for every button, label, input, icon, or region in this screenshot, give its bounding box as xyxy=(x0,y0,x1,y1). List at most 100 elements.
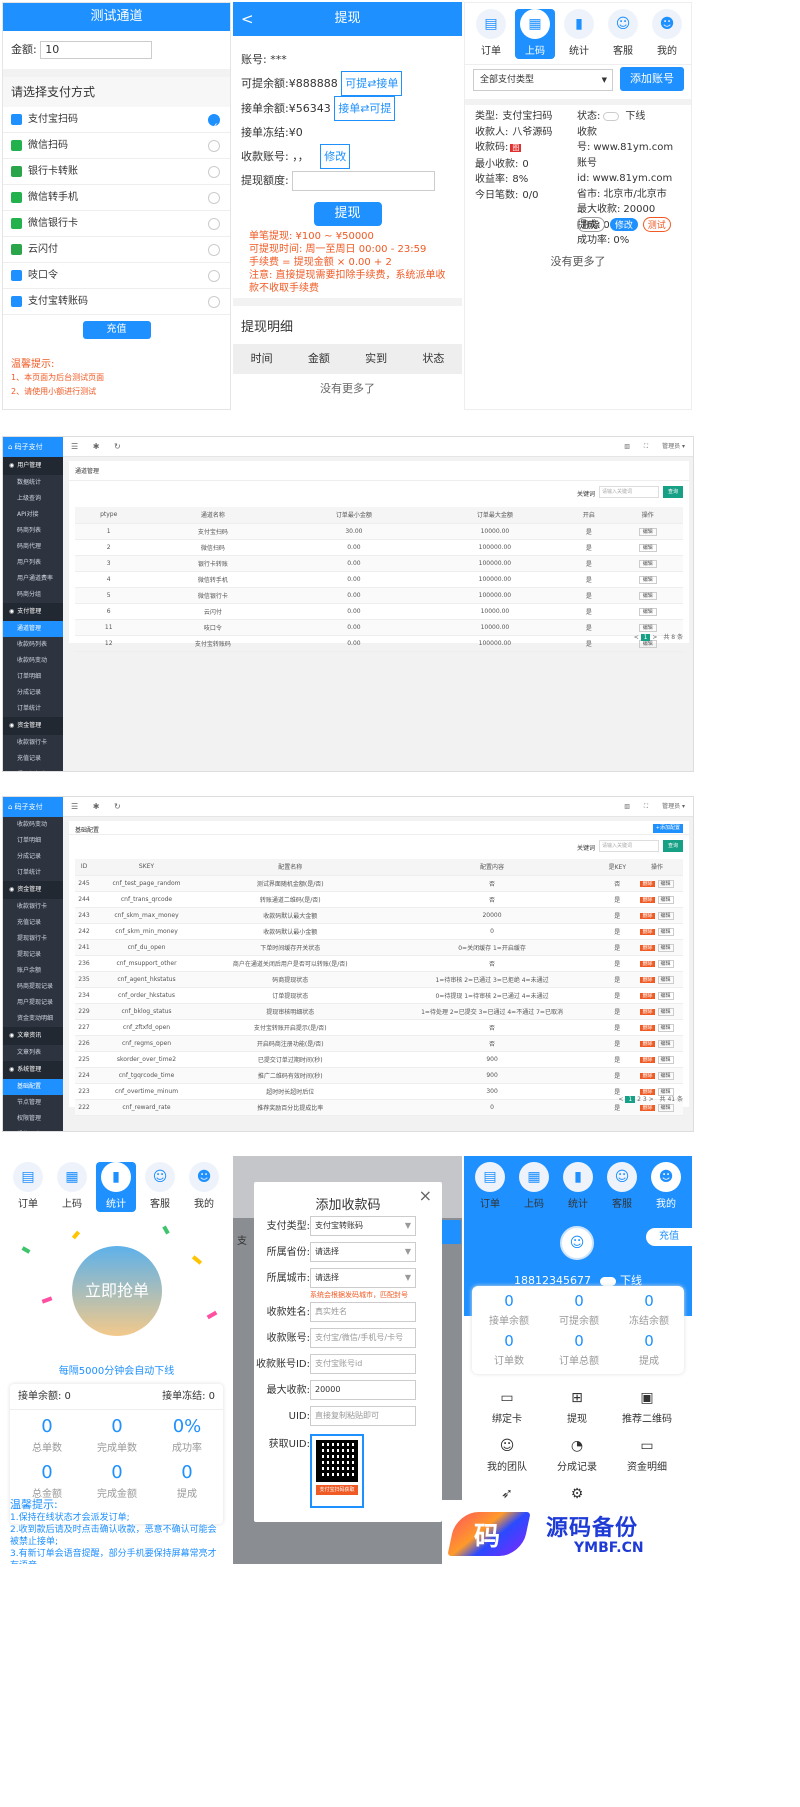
edit-button[interactable]: 修改 xyxy=(609,218,638,231)
payment-method-radio[interactable] xyxy=(208,192,220,204)
delete-button[interactable]: 删除 xyxy=(640,976,655,983)
menu-item[interactable]: ➶ xyxy=(474,1486,540,1506)
back-icon[interactable]: < xyxy=(241,10,254,28)
sidebar-item[interactable]: 上级查询 xyxy=(3,491,63,507)
sidebar-group[interactable]: ◉ 系统管理 xyxy=(3,1061,63,1079)
trash-icon[interactable]: ▥ xyxy=(624,803,630,810)
edit-button[interactable]: 编辑 xyxy=(638,575,657,584)
sidebar-item[interactable]: 用户通道费率 xyxy=(3,571,63,587)
delete-button[interactable]: 删除 xyxy=(577,217,606,232)
grab-order-button[interactable]: 立即抢单 xyxy=(72,1246,162,1336)
page-1[interactable]: 1 xyxy=(625,1096,636,1103)
edit-button[interactable]: 编辑 xyxy=(657,1039,674,1048)
admin-user[interactable]: ▥ ⛶ 管理员 ▾ xyxy=(624,443,685,450)
delete-button[interactable]: 删除 xyxy=(640,1056,655,1063)
menu-item[interactable]: ⚙ xyxy=(544,1486,610,1506)
delete-button[interactable]: 删除 xyxy=(640,1104,655,1111)
delete-button[interactable]: 删除 xyxy=(640,944,655,951)
sidebar-item[interactable]: 分成记录 xyxy=(3,849,63,865)
tab-orders[interactable]: ▤ 订单 xyxy=(471,9,511,59)
sidebar-item[interactable]: 账户余额 xyxy=(3,963,63,979)
sidebar-item[interactable]: 收款码列表 xyxy=(3,637,63,653)
keyword-input[interactable]: 请输入关键词 xyxy=(599,840,659,852)
settings-icon[interactable]: ✱ xyxy=(92,802,100,811)
tab-stats[interactable]: ▮ 统计 xyxy=(96,1162,136,1212)
sidebar-item[interactable]: 码商分组 xyxy=(3,587,63,603)
sidebar-item[interactable]: 数据统计 xyxy=(3,475,63,491)
sidebar-item[interactable]: 订单明细 xyxy=(3,833,63,849)
admin-user[interactable]: ▥ ⛶ 管理员 ▾ xyxy=(624,803,685,810)
edit-button[interactable]: 编辑 xyxy=(638,559,657,568)
sidebar-group[interactable]: ◉ 用户管理 xyxy=(3,457,63,475)
sidebar-item[interactable]: 分成记录 xyxy=(3,685,63,701)
fullscreen-icon[interactable]: ⛶ xyxy=(643,803,649,810)
payment-method-radio[interactable] xyxy=(208,166,220,178)
payment-method-radio[interactable] xyxy=(208,114,220,140)
edit-button[interactable]: 编辑 xyxy=(638,639,657,648)
menu-item[interactable]: ▭ 绑定卡 xyxy=(474,1390,540,1425)
account-id-input[interactable]: 支付宝账号id xyxy=(310,1354,416,1374)
delete-button[interactable]: 删除 xyxy=(640,1088,655,1095)
sidebar-item[interactable]: 基础配置 xyxy=(3,1079,63,1095)
sidebar-group[interactable]: ◉ 资金管理 xyxy=(3,717,63,735)
payment-method-item[interactable]: 吱口令 xyxy=(3,263,230,289)
tab-stats[interactable]: ▮ 统计 xyxy=(559,9,599,59)
tab-mine[interactable]: ☻ 我的 xyxy=(647,9,687,59)
account-input[interactable]: 支付宝/微信/手机号/卡号 xyxy=(310,1328,416,1348)
edit-button[interactable]: 编辑 xyxy=(638,607,657,616)
payment-method-item[interactable]: 支付宝转账码 xyxy=(3,289,230,315)
sidebar-item[interactable]: 收款银行卡 xyxy=(3,899,63,915)
prev-page[interactable]: < xyxy=(618,1096,624,1103)
menu-item[interactable]: ☺ 我的团队 xyxy=(474,1438,540,1473)
sidebar-item[interactable]: 订单统计 xyxy=(3,865,63,881)
delete-button[interactable]: 删除 xyxy=(640,912,655,919)
tab-mine[interactable]: ☻ 我的 xyxy=(184,1162,224,1212)
payment-method-item[interactable]: 微信扫码 xyxy=(3,133,230,159)
edit-button[interactable]: 编辑 xyxy=(638,543,657,552)
avatar[interactable]: ☺ xyxy=(560,1226,594,1260)
sidebar-item[interactable]: 充值记录 xyxy=(3,915,63,931)
amount-input[interactable]: 10 xyxy=(40,41,153,59)
next-page[interactable]: > xyxy=(648,1096,654,1103)
avail-transfer-button[interactable]: 可提⇄接单 xyxy=(341,71,403,96)
trash-icon[interactable]: ▥ xyxy=(624,443,630,450)
payment-method-radio[interactable] xyxy=(208,270,220,282)
keyword-input[interactable]: 请输入关键词 xyxy=(599,486,659,498)
menu-item[interactable]: ⊞ 提现 xyxy=(544,1390,610,1425)
delete-button[interactable]: 删除 xyxy=(640,896,655,903)
qr-code[interactable]: 支付宝扫码获取 xyxy=(310,1434,364,1508)
test-button[interactable]: 测试 xyxy=(642,217,671,232)
page-1[interactable]: 1 xyxy=(640,634,651,641)
withdraw-submit-button[interactable]: 提现 xyxy=(313,202,382,226)
delete-button[interactable]: 删除 xyxy=(640,992,655,999)
edit-button[interactable]: 编辑 xyxy=(638,527,657,536)
add-account-button[interactable]: 添加账号 xyxy=(620,67,684,91)
payment-method-radio[interactable] xyxy=(208,244,220,256)
recharge-button[interactable]: 充值 xyxy=(82,321,151,339)
province-select[interactable]: 请选择 ▼ xyxy=(310,1242,416,1262)
next-page[interactable]: > xyxy=(652,634,658,641)
sidebar-item[interactable]: 码商代理 xyxy=(3,539,63,555)
edit-button[interactable]: 编辑 xyxy=(657,975,674,984)
edit-button[interactable]: 编辑 xyxy=(657,927,674,936)
pay-type-select[interactable]: 全部支付类型 ▼ xyxy=(473,69,613,91)
page-3[interactable]: 3 xyxy=(642,1096,647,1103)
sidebar-item[interactable]: 收款码变动 xyxy=(3,817,63,833)
payment-method-radio[interactable] xyxy=(208,140,220,152)
add-config-button[interactable]: +添加配置 xyxy=(652,824,683,833)
payment-method-radio[interactable] xyxy=(208,296,220,308)
status-toggle[interactable] xyxy=(603,111,620,121)
delete-button[interactable]: 删除 xyxy=(640,960,655,967)
sidebar-item[interactable]: 提现银行卡 xyxy=(3,931,63,947)
close-icon[interactable]: × xyxy=(418,1186,432,1205)
sidebar-item[interactable]: API对接 xyxy=(3,507,63,523)
prev-page[interactable]: < xyxy=(633,634,639,641)
sidebar-item[interactable]: 收款银行卡 xyxy=(3,735,63,751)
page-2[interactable]: 2 xyxy=(637,1096,641,1103)
sidebar-group[interactable]: ◉ 资金管理 xyxy=(3,881,63,899)
tab-mine[interactable]: ☻ 我的 xyxy=(646,1162,686,1212)
payment-method-item[interactable]: 支付宝扫码 xyxy=(3,107,230,140)
payment-method-item[interactable]: 微信转手机 xyxy=(3,185,230,211)
sidebar-item[interactable]: 用户提现记录 xyxy=(3,995,63,1011)
delete-button[interactable]: 删除 xyxy=(640,880,655,887)
